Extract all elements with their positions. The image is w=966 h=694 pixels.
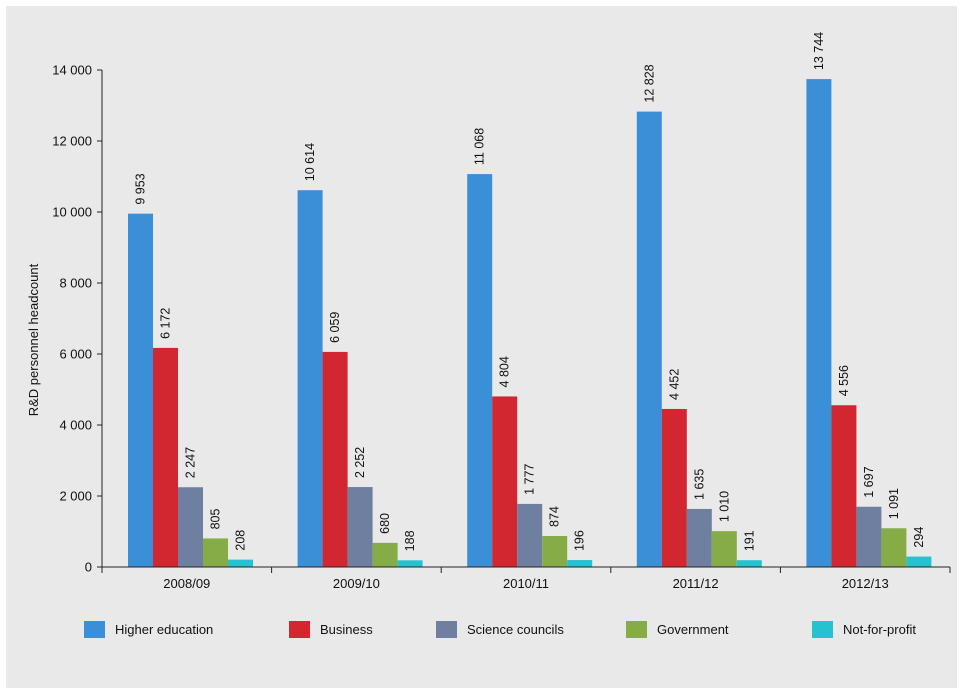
legend-item: Science councils: [436, 621, 564, 638]
y-tick-label: 14 000: [52, 63, 92, 78]
bar-value-label: 13 744: [812, 32, 826, 70]
bar-value-label: 805: [209, 509, 223, 530]
bar: [228, 559, 253, 567]
bar-value-label: 294: [912, 527, 926, 548]
bar-value-label: 874: [548, 506, 562, 527]
bar: [297, 190, 323, 567]
bar-value-label: 9 953: [134, 173, 148, 204]
x-tick-label: 2011/12: [673, 576, 719, 591]
y-tick-label: 12 000: [52, 134, 92, 149]
x-tick-label: 2012/13: [842, 576, 889, 591]
legend-item: Higher education: [84, 621, 213, 638]
bar: [636, 111, 662, 567]
bar: [467, 174, 493, 567]
bar-value-label: 4 452: [667, 369, 681, 400]
bar: [178, 487, 203, 567]
bar: [711, 531, 737, 567]
bar: [567, 560, 593, 567]
bar: [203, 538, 228, 567]
bar-value-label: 4 556: [837, 365, 851, 396]
y-axis-title: R&D personnel headcount: [26, 263, 41, 416]
legend-swatch: [812, 621, 833, 638]
bar: [372, 542, 398, 567]
bar-value-label: 6 172: [159, 308, 173, 339]
bar-value-label: 1 010: [717, 491, 731, 522]
legend-item: Not-for-profit: [812, 621, 916, 638]
bar-value-label: 1 697: [862, 466, 876, 497]
bar-value-label: 1 635: [692, 469, 706, 500]
bar: [661, 408, 687, 567]
legend-item: Government: [626, 621, 729, 638]
bar-value-label: 2 247: [184, 447, 198, 478]
bars: [128, 79, 932, 567]
bar-value-label: 2 252: [353, 447, 367, 478]
legend-label: Government: [657, 622, 729, 637]
bar: [322, 351, 348, 567]
legend-label: Science councils: [467, 622, 564, 637]
y-tick-label: 6 000: [59, 347, 92, 362]
bar: [736, 560, 762, 567]
legend-swatch: [436, 621, 457, 638]
legend-label: Not-for-profit: [843, 622, 916, 637]
x-tick-label: 2008/09: [163, 576, 210, 591]
y-tick-label: 10 000: [52, 205, 92, 220]
y-tick-label: 0: [85, 560, 92, 575]
bar: [686, 508, 712, 567]
legend-swatch: [84, 621, 105, 638]
bar: [856, 506, 882, 567]
bar-value-label: 1 091: [887, 488, 901, 519]
y-tick-label: 4 000: [59, 418, 92, 433]
bar: [397, 560, 423, 567]
bar: [881, 528, 907, 567]
legend: Higher education Business Science councils…: [84, 621, 916, 638]
y-tick-label: 2 000: [59, 489, 92, 504]
bar: [492, 396, 518, 567]
bar-value-label: 11 068: [473, 128, 487, 165]
bar-value-label: 10 614: [303, 143, 317, 181]
legend-swatch: [289, 621, 310, 638]
bar: [806, 79, 832, 567]
legend-label: Business: [320, 622, 373, 637]
bar-value-label: 1 777: [523, 464, 537, 495]
x-tick-label: 2009/10: [333, 576, 380, 591]
bar-value-label: 196: [573, 530, 587, 551]
bar-value-label: 6 059: [328, 312, 342, 343]
value-labels: 9 953 6 172 2 247 805 208 10 614 6 059 2 252 680…: [134, 32, 926, 552]
bar-value-label: 680: [378, 513, 392, 534]
bar-value-label: 191: [742, 530, 756, 551]
bar: [347, 487, 373, 567]
bar: [831, 405, 857, 567]
legend-item: Business: [289, 621, 373, 638]
bar: [906, 556, 932, 567]
bar: [128, 213, 153, 567]
bar-value-label: 12 828: [642, 64, 656, 102]
x-tick-label: 2010/11: [503, 576, 549, 591]
bar: [542, 535, 568, 567]
bar: [517, 503, 543, 567]
bar-value-label: 208: [234, 530, 248, 551]
x-axis: 2008/09 2009/10 2010/11 2011/12 2012/13: [101, 566, 951, 591]
bar-value-label: 188: [403, 530, 417, 551]
legend-label: Higher education: [115, 622, 213, 637]
bar-value-label: 4 804: [498, 356, 512, 387]
y-tick-label: 8 000: [59, 276, 92, 291]
legend-swatch: [626, 621, 647, 638]
y-axis: 0 2 000 4 000 6 000 8 000 10 000 12 000 14 000: [52, 63, 103, 575]
bar: [153, 347, 178, 567]
